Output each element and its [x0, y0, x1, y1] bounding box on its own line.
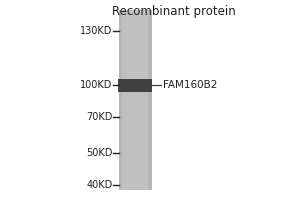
Text: FAM160B2: FAM160B2	[164, 80, 218, 90]
Text: 50KD: 50KD	[86, 148, 112, 158]
Bar	[118, 10, 152, 190]
Bar	[118, 79, 152, 92]
Bar	[148, 10, 152, 190]
Text: 100KD: 100KD	[80, 80, 112, 90]
Text: 130KD: 130KD	[80, 26, 112, 36]
Text: 70KD: 70KD	[86, 112, 112, 122]
Bar	[118, 10, 122, 190]
Text: 40KD: 40KD	[86, 180, 112, 190]
Text: Recombinant protein: Recombinant protein	[112, 5, 236, 18]
